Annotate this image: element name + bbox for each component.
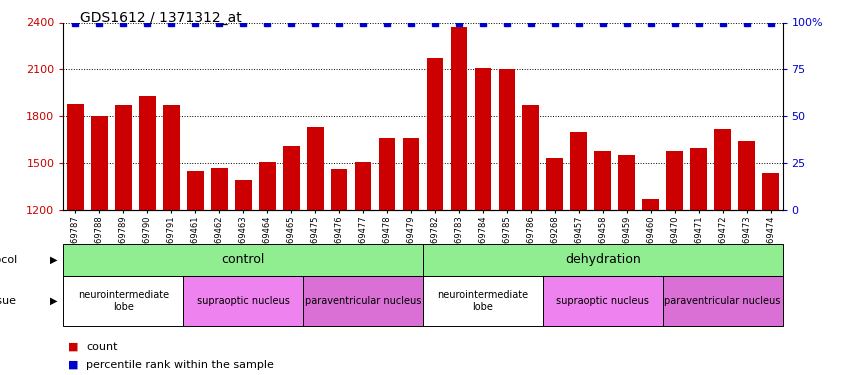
Bar [426,58,443,375]
Bar [331,170,348,375]
Bar [618,155,635,375]
Bar [475,68,492,375]
Bar [303,276,423,326]
Text: neurointermediate
lobe: neurointermediate lobe [78,290,169,312]
Bar [423,244,783,276]
Text: ▶: ▶ [50,296,57,306]
Bar [91,116,107,375]
Bar [379,138,395,375]
Text: neurointermediate
lobe: neurointermediate lobe [437,290,529,312]
Bar [139,96,156,375]
Bar [211,168,228,375]
Bar [543,276,662,326]
Bar [667,151,683,375]
Bar [307,127,323,375]
Bar [642,199,659,375]
Text: ■: ■ [68,342,78,352]
Bar [259,162,276,375]
Bar [163,105,179,375]
Bar [423,276,543,326]
Text: paraventricular nucleus: paraventricular nucleus [664,296,781,306]
Bar [403,138,420,375]
Text: GDS1612 / 1371312_at: GDS1612 / 1371312_at [80,11,242,25]
Text: percentile rank within the sample: percentile rank within the sample [86,360,274,369]
Bar [63,244,423,276]
Bar [184,276,303,326]
Bar [283,146,299,375]
Text: control: control [222,253,265,266]
Text: supraoptic nucleus: supraoptic nucleus [557,296,649,306]
Bar [451,27,467,375]
Bar [570,132,587,375]
Bar [762,172,779,375]
Text: protocol: protocol [0,255,17,265]
Bar [354,162,371,375]
Bar [739,141,755,375]
Bar [115,105,132,375]
Text: paraventricular nucleus: paraventricular nucleus [305,296,421,306]
Bar [547,158,563,375]
Text: ▶: ▶ [50,255,57,265]
Bar [63,276,184,326]
Bar [595,151,611,375]
Bar [67,104,84,375]
Bar [714,129,731,375]
Text: tissue: tissue [0,296,17,306]
Text: supraoptic nucleus: supraoptic nucleus [197,296,289,306]
Bar [662,276,783,326]
Text: count: count [86,342,118,352]
Text: dehydration: dehydration [565,253,640,266]
Bar [690,147,707,375]
Bar [235,180,251,375]
Bar [498,69,515,375]
Bar [187,171,204,375]
Text: ■: ■ [68,360,78,369]
Bar [523,105,539,375]
